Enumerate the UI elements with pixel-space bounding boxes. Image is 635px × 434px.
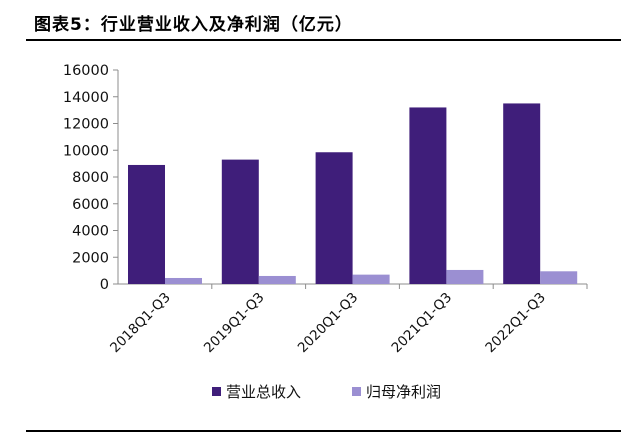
bottom-rule xyxy=(26,430,621,432)
x-category-label: 2019Q1-Q3 xyxy=(201,290,268,357)
figure-title: 图表5：行业营业收入及净利润（亿元） xyxy=(34,15,353,35)
bar-revenue xyxy=(221,159,259,284)
legend-swatch xyxy=(212,387,221,396)
bar-revenue xyxy=(315,152,353,284)
y-tick-label: 10000 xyxy=(63,143,109,159)
bar-net-profit xyxy=(352,274,390,284)
y-tick-label: 6000 xyxy=(72,197,109,213)
top-rule xyxy=(26,39,621,41)
y-tick-label: 14000 xyxy=(63,90,109,106)
x-category-label: 2022Q1-Q3 xyxy=(482,290,549,357)
legend-swatch xyxy=(352,387,361,396)
bar-revenue xyxy=(128,164,165,284)
x-category-label: 2018Q1-Q3 xyxy=(107,290,174,357)
y-tick-label: 0 xyxy=(100,277,109,293)
y-tick-label: 2000 xyxy=(72,250,109,266)
legend-label: 归母净利润 xyxy=(366,383,441,401)
bar-net-profit xyxy=(258,275,296,284)
y-tick-label: 4000 xyxy=(72,224,109,240)
bar-net-profit xyxy=(165,277,202,284)
y-tick-label: 8000 xyxy=(72,170,109,186)
bar-net-profit xyxy=(446,269,484,284)
y-tick-label: 16000 xyxy=(63,63,109,79)
bar-revenue xyxy=(503,103,541,284)
bar-net-profit xyxy=(540,271,578,284)
x-category-label: 2020Q1-Q3 xyxy=(295,290,362,357)
y-tick-label: 12000 xyxy=(63,117,109,133)
legend-label: 营业总收入 xyxy=(226,383,301,401)
x-category-label: 2021Q1-Q3 xyxy=(389,290,456,357)
bar-revenue xyxy=(409,107,447,284)
